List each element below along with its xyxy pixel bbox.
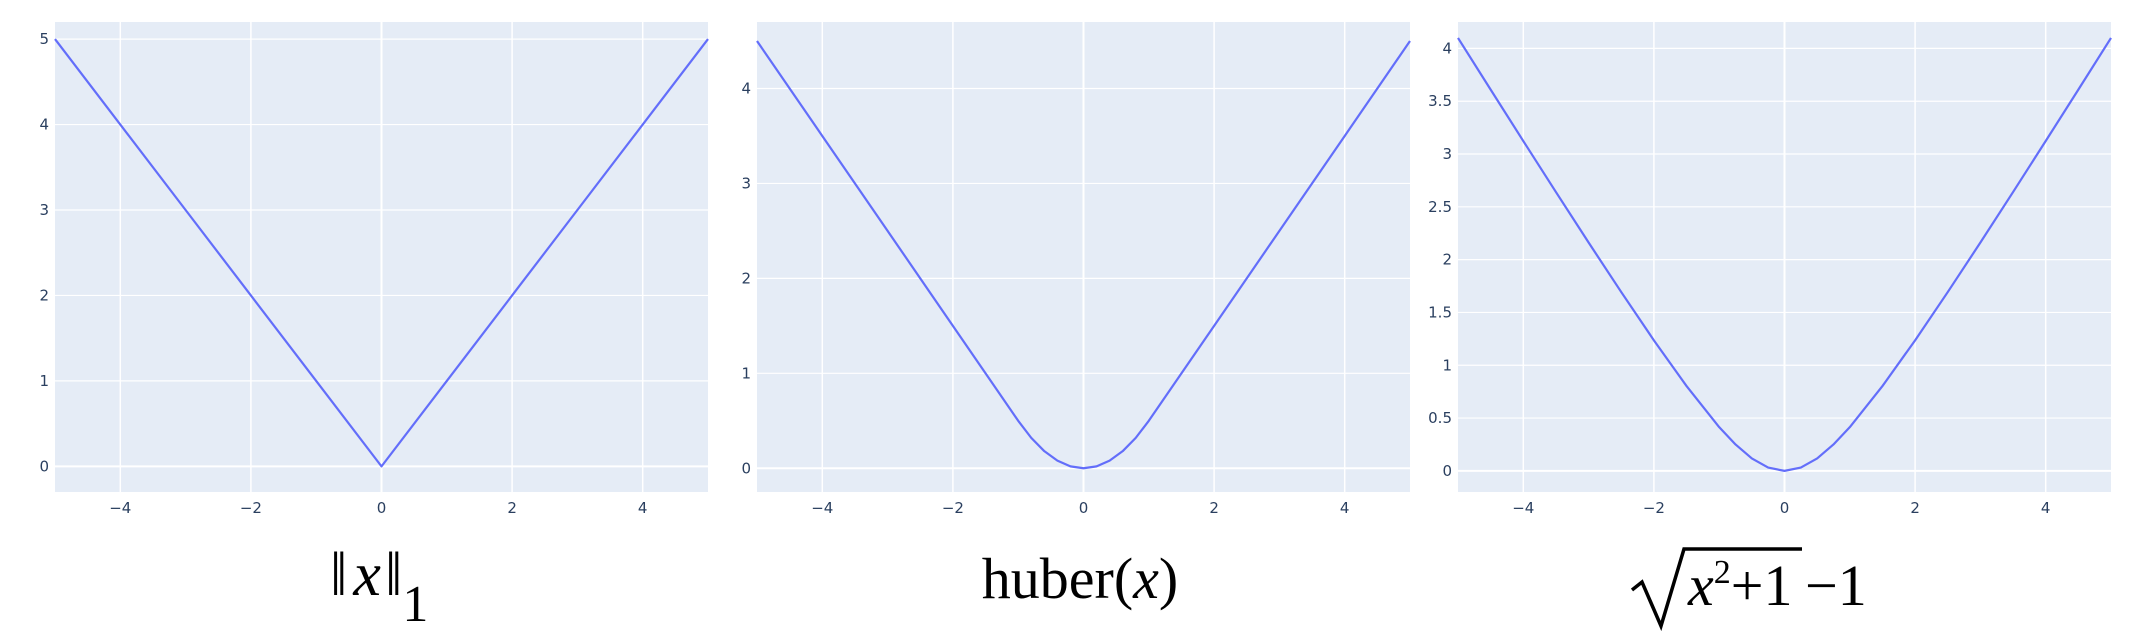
y-tick-label: 0 [39, 457, 49, 475]
series-line [756, 40, 1411, 470]
x-tick-label: 0 [1079, 499, 1089, 517]
svg-text:x2+1: x2+1 [1687, 553, 1792, 618]
y-tick-label: 4 [39, 116, 49, 134]
x-tick-label: 4 [1340, 499, 1350, 517]
y-tick-label: 2 [1442, 251, 1452, 269]
data-line [1457, 37, 2112, 472]
x-tick-labels: −4 −2 0 2 4 [811, 499, 1349, 517]
y-tick-label: 1 [39, 372, 49, 390]
y-tick-label: 2.5 [1428, 198, 1452, 216]
caption-pseudo-huber: x2+1 −1 [1630, 547, 1867, 632]
y-tick-labels: 0 1 2 3 4 [741, 79, 751, 477]
y-tick-label: 1 [741, 364, 751, 382]
y-tick-labels: 0 1 2 3 4 5 [39, 30, 49, 475]
y-tick-label: 3.5 [1428, 92, 1452, 110]
x-tick-label: 4 [638, 499, 648, 517]
svg-text:−1: −1 [1805, 553, 1867, 618]
x-tick-label: −2 [1643, 499, 1665, 517]
y-tick-labels: 0 0.5 1 1.5 2 2.5 3 3.5 4 [1428, 39, 1452, 479]
x-tick-label: 2 [1910, 499, 1920, 517]
x-tick-label: −2 [240, 499, 262, 517]
y-tick-label: 0 [741, 459, 751, 477]
x-tick-label: 0 [1780, 499, 1790, 517]
x-tick-label: −4 [1512, 499, 1534, 517]
grid-lines [55, 22, 708, 492]
grid-lines [1458, 22, 2111, 492]
chart-panel-l1-norm: −4 −2 0 2 4 0 1 2 3 4 5 ‖x‖1 [39, 22, 709, 633]
y-tick-label: 4 [741, 79, 751, 97]
chart-panel-huber: −4 −2 0 2 4 0 1 2 3 4 huber(x) [741, 22, 1411, 611]
y-tick-label: 2 [741, 269, 751, 287]
y-tick-label: 0.5 [1428, 409, 1452, 427]
y-tick-label: 4 [1442, 39, 1452, 57]
x-tick-label: 2 [1209, 499, 1219, 517]
x-tick-label: 4 [2041, 499, 2051, 517]
caption-huber: huber(x) [982, 546, 1178, 611]
y-tick-label: 3 [741, 174, 751, 192]
radical-sign [1630, 547, 1802, 632]
y-tick-label: 3 [39, 201, 49, 219]
x-tick-label: 0 [377, 499, 387, 517]
series-line [54, 38, 709, 468]
chart-panel-pseudo-huber: −4 −2 0 2 4 0 0.5 1 1.5 2 2.5 3 3.5 4 x2+1 −1 [1428, 22, 2112, 632]
x-tick-labels: −4 −2 0 2 4 [109, 499, 647, 517]
x-tick-label: −2 [942, 499, 964, 517]
series-line [1457, 37, 2112, 472]
y-tick-label: 1.5 [1428, 303, 1452, 321]
y-tick-label: 0 [1442, 462, 1452, 480]
x-tick-label: −4 [811, 499, 833, 517]
y-tick-label: 1 [1442, 356, 1452, 374]
x-tick-label: 2 [507, 499, 517, 517]
y-tick-label: 3 [1442, 145, 1452, 163]
x-tick-labels: −4 −2 0 2 4 [1512, 499, 2050, 517]
data-line [54, 38, 709, 468]
data-line [756, 40, 1411, 470]
x-tick-label: −4 [109, 499, 131, 517]
y-tick-label: 5 [39, 30, 49, 48]
caption-l1-norm: ‖x‖1 [330, 541, 428, 633]
y-tick-label: 2 [39, 286, 49, 304]
